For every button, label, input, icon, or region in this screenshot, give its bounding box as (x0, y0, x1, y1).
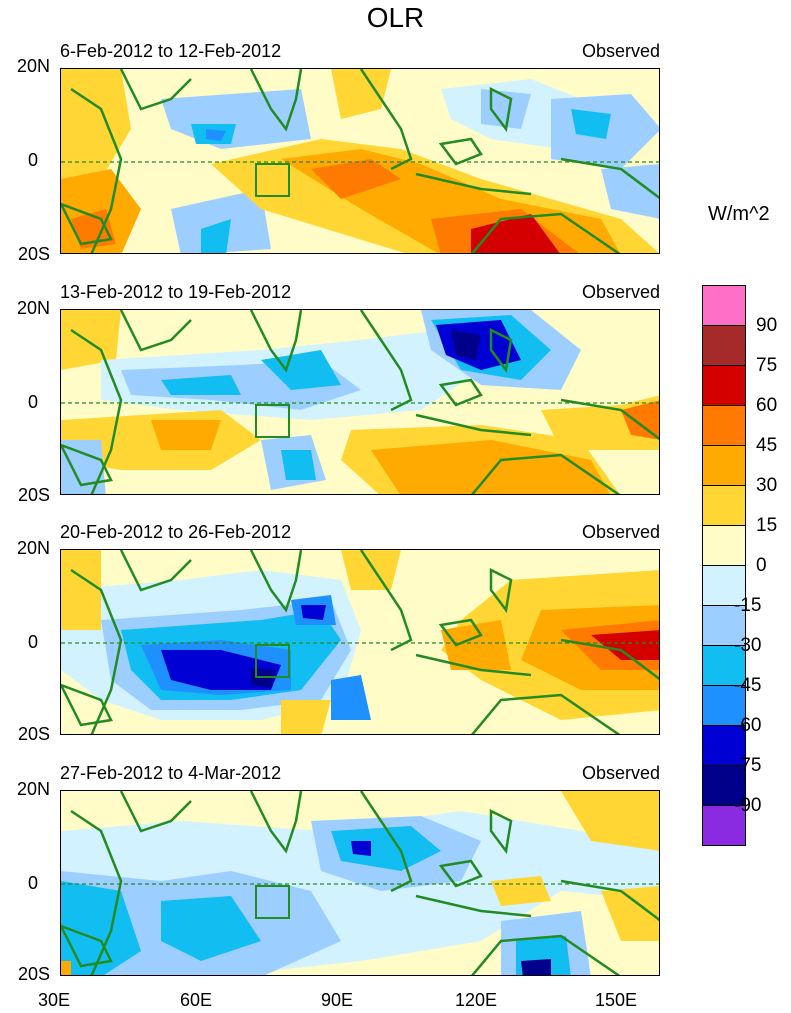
colorbar-swatch (702, 285, 746, 326)
colorbar-swatch (702, 605, 746, 646)
colorbar-swatch (702, 485, 746, 526)
colorbar-swatch (702, 325, 746, 366)
colorbar-swatch (702, 805, 746, 846)
panel-2-tag: Observed (581, 282, 660, 302)
target-box (255, 885, 290, 919)
colorbar-label: 90 (756, 315, 778, 336)
target-box (255, 404, 290, 438)
anomaly-fills (61, 550, 659, 734)
target-box (255, 163, 290, 197)
colorbar-label: -45 (734, 675, 762, 696)
panel-1-period: 6-Feb-2012 to 12-Feb-2012 (60, 41, 282, 61)
lat-label-0-p1: 0 (27, 150, 38, 170)
lat-label-20n-p3: 20N (16, 538, 50, 558)
colorbar-label: -30 (734, 635, 762, 656)
lat-label-20s-p2: 20S (17, 485, 50, 505)
lat-label-20n-p2: 20N (16, 298, 50, 318)
colorbar-label: -60 (734, 715, 762, 736)
panel-1-tag: Observed (581, 41, 660, 61)
colorbar-label: 0 (756, 555, 767, 576)
colorbar (702, 285, 746, 846)
lon-label-150e: 150E (594, 990, 638, 1010)
colorbar-label: -15 (734, 595, 762, 616)
colorbar-label: -75 (734, 755, 762, 776)
lat-label-0-p4: 0 (27, 873, 38, 893)
anomaly-fills (61, 310, 659, 494)
anomaly-fills (61, 791, 659, 975)
lon-label-90e: 90E (320, 990, 354, 1010)
colorbar-swatch (702, 445, 746, 486)
colorbar-label: 75 (756, 355, 778, 376)
lon-label-60e: 60E (179, 990, 213, 1010)
figure-title: OLR (366, 2, 425, 33)
panel-4-tag: Observed (581, 763, 660, 783)
colorbar-label: 45 (756, 435, 778, 456)
map-panel-2 (60, 309, 660, 495)
map-panel-1 (60, 68, 660, 254)
coastlines (61, 550, 659, 734)
lon-label-30e: 30E (37, 990, 71, 1010)
colorbar-label: 15 (756, 515, 778, 536)
colorbar-label: 60 (756, 395, 778, 416)
colorbar-swatch (702, 365, 746, 406)
map-panel-3 (60, 549, 660, 735)
colorbar-swatch (702, 685, 746, 726)
colorbar-label: 30 (756, 475, 778, 496)
lon-label-120e: 120E (454, 990, 498, 1010)
panel-3-period: 20-Feb-2012 to 26-Feb-2012 (60, 522, 292, 542)
panel-4-period: 27-Feb-2012 to 4-Mar-2012 (60, 763, 282, 783)
panel-3-tag: Observed (581, 522, 660, 542)
lat-label-20s-p3: 20S (17, 724, 50, 744)
panel-2-period: 13-Feb-2012 to 19-Feb-2012 (60, 282, 292, 302)
lat-label-0-p2: 0 (27, 392, 38, 412)
colorbar-swatch (702, 525, 746, 566)
anomaly-fills (61, 69, 659, 253)
target-box (255, 644, 290, 678)
colorbar-swatch (702, 725, 746, 766)
map-panel-4 (60, 790, 660, 976)
lat-label-20n-p1: 20N (16, 56, 50, 76)
colorbar-swatch (702, 405, 746, 446)
lat-label-20s-p4: 20S (17, 964, 50, 984)
lat-label-20s-p1: 20S (17, 244, 50, 264)
units-label: W/m^2 (708, 203, 770, 225)
lat-label-0-p3: 0 (27, 632, 38, 652)
colorbar-label: -90 (734, 795, 762, 816)
lat-label-20n-p4: 20N (16, 779, 50, 799)
